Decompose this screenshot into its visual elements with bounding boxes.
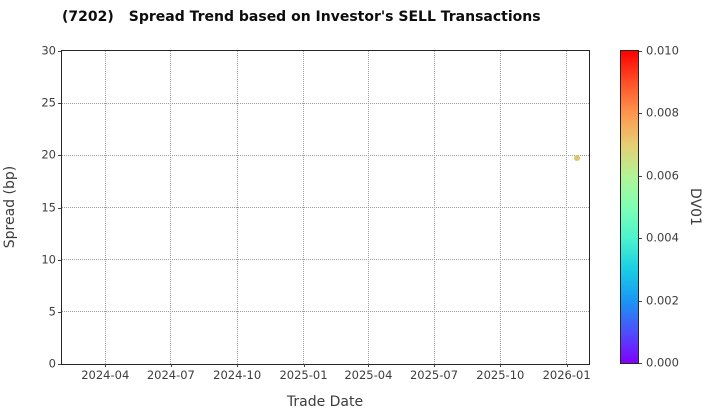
y-gridline xyxy=(62,207,589,208)
x-gridline xyxy=(433,51,435,364)
y-tick-mark xyxy=(58,364,61,365)
x-tick-label: 2024-04 xyxy=(81,368,130,382)
colorbar-tick-label: 0.002 xyxy=(646,293,679,308)
plot-area xyxy=(61,50,590,365)
x-gridline xyxy=(236,51,238,364)
x-tick-mark xyxy=(237,364,239,367)
y-tick-mark xyxy=(58,155,61,157)
chart-title: (7202) Spread Trend based on Investor's S… xyxy=(62,9,541,26)
colorbar-tick-label: 0.008 xyxy=(646,106,679,121)
y-tick-label: 30 xyxy=(41,43,56,58)
x-tick-label: 2025-01 xyxy=(279,368,328,382)
y-tick-mark xyxy=(58,207,61,209)
y-tick-mark xyxy=(58,259,61,261)
y-gridline xyxy=(62,102,589,104)
data-point xyxy=(573,155,580,162)
x-tick-label: 2024-10 xyxy=(213,368,262,382)
colorbar-tick-label: 0.010 xyxy=(646,43,679,58)
colorbar-tick-mark xyxy=(639,363,642,364)
colorbar-tick-mark xyxy=(639,238,642,240)
x-tick-mark xyxy=(500,364,502,367)
x-tick-label: 2024-07 xyxy=(146,368,195,382)
colorbar-tick-label: 0.004 xyxy=(646,230,679,245)
colorbar-tick-mark xyxy=(639,113,642,115)
x-gridline xyxy=(104,51,106,364)
x-gridline xyxy=(170,51,172,364)
x-tick-label: 2025-04 xyxy=(344,368,393,382)
x-tick-mark xyxy=(170,364,172,367)
y-tick-label: 20 xyxy=(41,148,56,163)
y-tick-label: 15 xyxy=(41,200,56,215)
x-gridline xyxy=(367,51,369,364)
colorbar-tick-mark xyxy=(639,175,642,177)
y-tick-label: 5 xyxy=(48,304,56,319)
y-gridline xyxy=(62,259,589,261)
x-gridline xyxy=(566,51,568,364)
colorbar-tick-mark xyxy=(639,51,642,52)
x-tick-mark xyxy=(105,364,107,367)
x-gridline xyxy=(303,51,304,364)
colorbar xyxy=(620,50,639,364)
y-gridline xyxy=(62,154,589,156)
y-tick-label: 10 xyxy=(41,252,56,267)
x-tick-mark xyxy=(434,364,435,367)
y-tick-label: 25 xyxy=(41,95,56,110)
x-tick-label: 2025-10 xyxy=(476,368,525,382)
chart-title-text: Spread Trend based on Investor's SELL Tr… xyxy=(128,9,541,25)
x-tick-mark xyxy=(303,364,305,367)
colorbar-tick-label: 0.000 xyxy=(646,355,679,370)
colorbar-tick-mark xyxy=(639,300,642,302)
x-tick-mark xyxy=(368,364,370,367)
x-axis-label: Trade Date xyxy=(286,394,364,410)
x-tick-label: 2025-07 xyxy=(409,368,459,382)
y-gridline xyxy=(62,311,589,313)
y-tick-mark xyxy=(58,51,61,52)
chart-title-code: (7202) xyxy=(62,9,114,25)
x-gridline xyxy=(499,51,501,364)
x-tick-label: 2026-01 xyxy=(542,368,591,382)
y-tick-mark xyxy=(58,311,61,313)
y-tick-mark xyxy=(58,103,61,105)
y-tick-label: 0 xyxy=(48,356,56,371)
colorbar-label: DV01 xyxy=(687,188,703,226)
x-tick-mark xyxy=(566,364,568,367)
colorbar-tick-label: 0.006 xyxy=(646,168,679,183)
